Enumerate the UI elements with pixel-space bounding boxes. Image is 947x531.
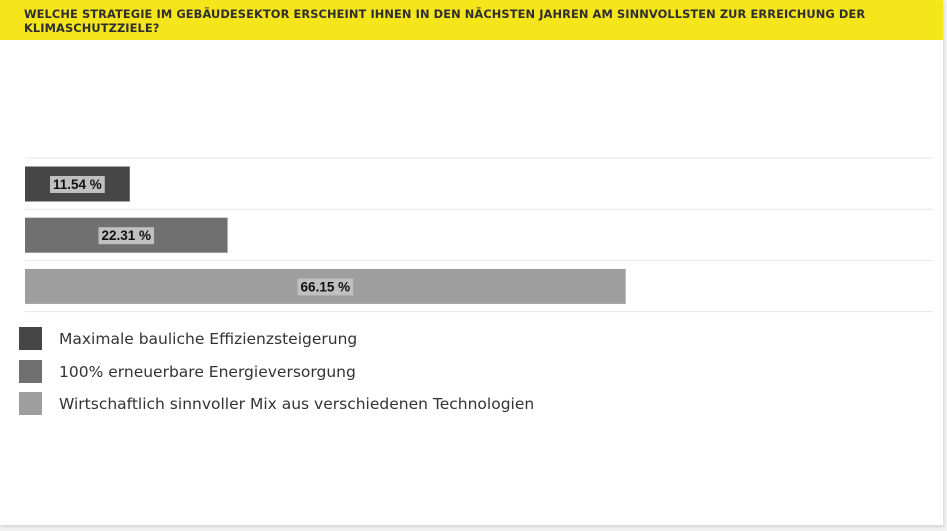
data-label-text: 11.54 % <box>53 177 102 192</box>
bar-chart: 11.54 % 22.31 % 66.15 % <box>25 157 933 313</box>
data-label-text: 66.15 % <box>301 279 351 294</box>
data-label-box <box>98 227 155 245</box>
data-label-box <box>49 176 105 193</box>
data-label-box <box>297 278 354 296</box>
data-label-text: 22.31 % <box>102 228 152 243</box>
legend-label: Maximale bauliche Effizienzsteigerung <box>59 330 358 348</box>
question-text: WELCHE STRATEGIE IM GEBÄUDESEKTOR ERSCHE… <box>24 7 866 35</box>
data-label: 11.54 % <box>49 176 105 193</box>
question-header: WELCHE STRATEGIE IM GEBÄUDESEKTOR ERSCHE… <box>0 0 943 40</box>
data-label: 66.15 % <box>297 278 354 296</box>
legend-label: 100% erneuerbare Energieversorgung <box>59 362 356 381</box>
legend-label: Wirtschaftlich sinnvoller Mix aus versch… <box>59 395 535 413</box>
legend-swatch <box>19 359 42 383</box>
data-label: 22.31 % <box>98 227 155 245</box>
legend-swatch <box>19 392 42 415</box>
legend-swatch <box>19 327 42 350</box>
